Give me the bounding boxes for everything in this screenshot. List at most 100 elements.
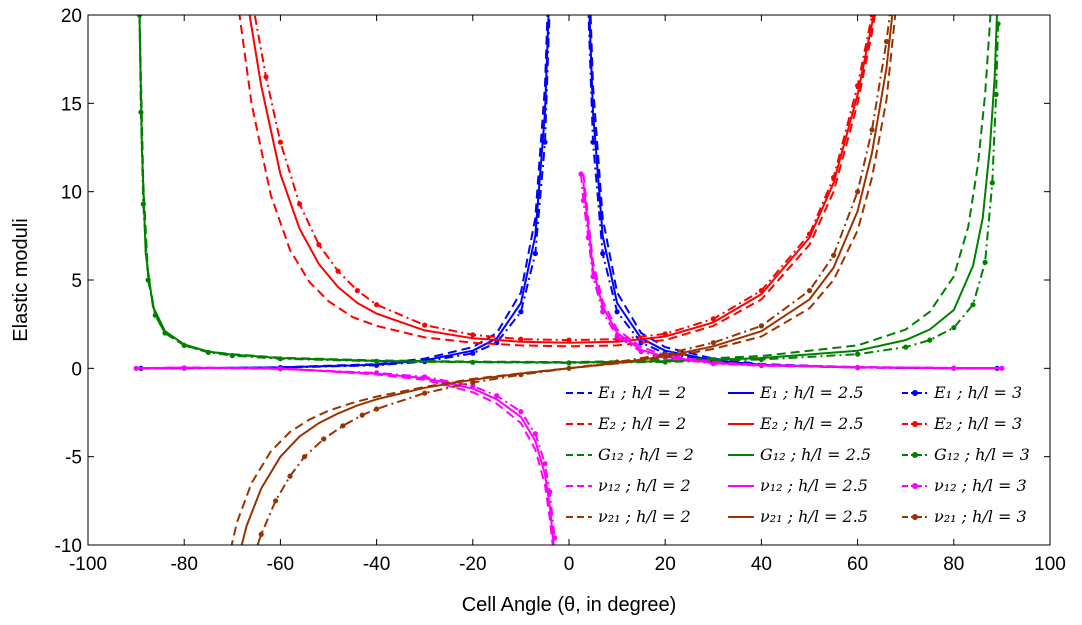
data-point: [374, 302, 380, 308]
data-point: [162, 330, 168, 336]
series-line: [230, 15, 897, 545]
legend-marker: [912, 452, 918, 458]
data-point: [542, 139, 548, 145]
legend-item: G₁₂ ; h/l = 2.5: [728, 445, 871, 464]
x-axis-label: Cell Angle (θ, in degree): [462, 594, 677, 616]
data-point: [181, 365, 187, 371]
legend-item: ν₂₁ ; h/l = 3: [902, 507, 1027, 526]
data-point: [614, 309, 620, 315]
data-point: [140, 201, 146, 207]
legend-item: ν₁₂ ; h/l = 2.5: [728, 476, 868, 495]
data-point: [758, 356, 765, 363]
legend-label: ν₁₂ ; h/l = 3: [934, 476, 1027, 495]
series-line: [238, 15, 876, 348]
series-nu21-h-l-2: [230, 15, 897, 545]
data-point: [249, 560, 254, 565]
legend-label: E₁ ; h/l = 3: [933, 383, 1022, 402]
y-tick-label: 0: [71, 359, 82, 380]
data-point: [855, 189, 861, 195]
data-point: [273, 498, 279, 504]
data-point: [287, 473, 293, 479]
series-nu21-h-l-3: [249, 15, 891, 565]
data-point: [903, 344, 909, 350]
legend-marker: [912, 390, 918, 396]
data-point: [806, 231, 813, 237]
data-point: [614, 333, 620, 340]
legend-item: ν₂₁ ; h/l = 2.5: [728, 507, 868, 526]
data-point: [532, 250, 538, 257]
data-point: [638, 349, 644, 355]
data-point: [258, 531, 264, 538]
data-point: [855, 351, 861, 357]
data-point: [422, 374, 428, 380]
x-tick-label: 100: [1034, 554, 1066, 575]
data-point: [758, 288, 765, 294]
data-point: [354, 288, 360, 294]
data-point: [542, 461, 548, 467]
legend-item: E₁ ; h/l = 2.5: [728, 383, 864, 402]
data-point: [518, 409, 524, 415]
data-point: [422, 390, 428, 396]
y-tick-label: -10: [55, 536, 82, 557]
legend-label: ν₂₁ ; h/l = 3: [934, 507, 1027, 526]
legend-item: E₂ ; h/l = 2.5: [728, 414, 864, 433]
x-tick-label: 60: [847, 554, 868, 575]
x-tick-label: -100: [69, 554, 107, 575]
data-point: [181, 342, 187, 348]
data-point: [662, 351, 668, 357]
data-point: [301, 454, 308, 460]
data-point: [518, 372, 524, 378]
x-tick-label: -60: [267, 554, 294, 575]
data-point: [133, 365, 139, 371]
data-point: [532, 431, 538, 437]
data-point: [951, 325, 957, 331]
legend-marker: [912, 483, 918, 489]
legend-label: ν₂₁ ; h/l = 2: [598, 507, 691, 526]
y-tick-label: 15: [61, 94, 82, 115]
data-point: [340, 423, 346, 429]
data-point: [580, 197, 587, 204]
data-point: [470, 359, 476, 365]
plot-area: [88, 15, 1050, 545]
data-point: [883, 38, 890, 45]
data-point: [547, 489, 553, 495]
x-tick-label: 80: [943, 554, 964, 575]
legend-item: G₁₂ ; h/l = 3: [902, 445, 1030, 464]
data-point: [277, 366, 283, 372]
data-point: [951, 365, 957, 371]
data-point: [374, 358, 380, 364]
data-point: [662, 359, 668, 365]
data-point: [982, 259, 988, 265]
data-point: [374, 370, 380, 376]
legend-label: E₂ ; h/l = 2.5: [759, 414, 864, 433]
x-tick-label: 0: [564, 554, 575, 575]
legend-label: G₁₂ ; h/l = 3: [934, 445, 1030, 464]
data-point: [614, 359, 620, 365]
data-point: [277, 356, 283, 362]
series-e2-h-l-2: [238, 15, 876, 348]
legend-marker: [912, 421, 918, 427]
y-tick-label: 5: [71, 271, 82, 292]
data-point: [422, 322, 428, 328]
legend-item: ν₁₂ ; h/l = 3: [902, 476, 1027, 495]
data-point: [316, 242, 322, 248]
data-point: [927, 337, 933, 343]
legend-label: ν₂₁ ; h/l = 2.5: [760, 507, 868, 526]
data-point: [855, 83, 861, 89]
data-point: [547, 4, 552, 9]
data-point: [566, 337, 572, 343]
legend-label: E₁ ; h/l = 2.5: [759, 383, 864, 402]
legend-item: ν₂₁ ; h/l = 2: [566, 507, 691, 526]
y-tick-label: 20: [61, 6, 82, 27]
legend: E₁ ; h/l = 2 E₁ ; h/l = 2.5 E₁ ; h/l = 3 E₂…: [566, 383, 1030, 526]
data-point: [566, 365, 572, 371]
data-point: [470, 350, 476, 356]
data-point: [989, 180, 995, 186]
legend-item: E₁ ; h/l = 3: [902, 383, 1022, 402]
y-axis-label: Elastic moduli: [10, 218, 32, 341]
data-point: [590, 139, 596, 145]
data-point: [152, 312, 158, 318]
data-point: [995, 21, 1001, 27]
data-point: [585, 235, 591, 241]
